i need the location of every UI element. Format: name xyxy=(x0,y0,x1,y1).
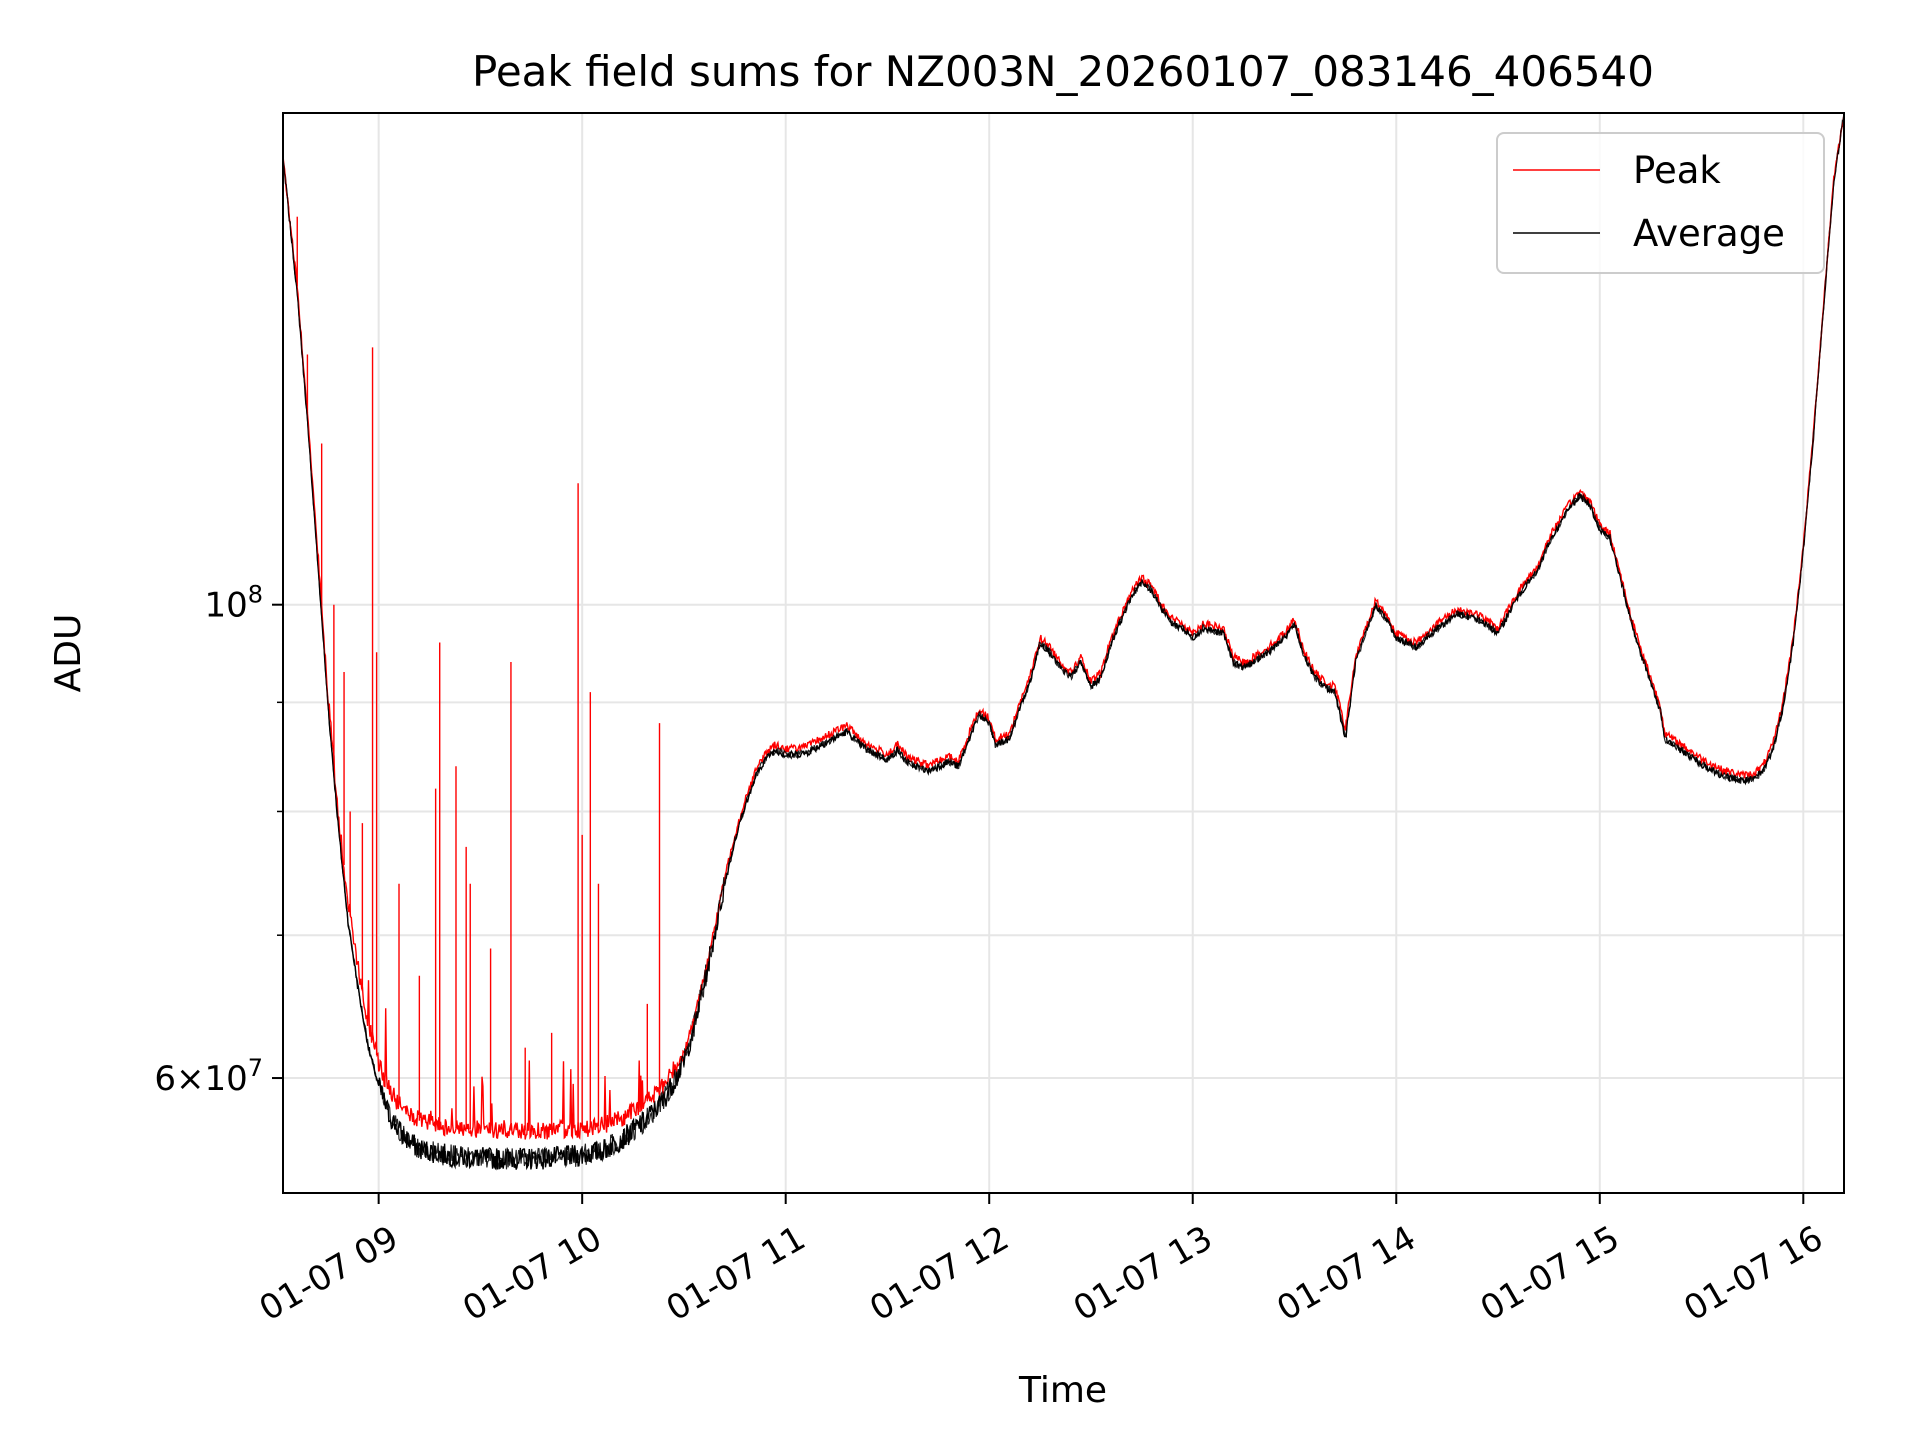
legend-peak-label: Peak xyxy=(1633,149,1721,192)
series-lines xyxy=(282,112,1845,1171)
y-tick-label: 6×107 xyxy=(154,1054,263,1099)
plot-frame xyxy=(282,112,1845,1194)
x-axis-label: Time xyxy=(1018,1370,1107,1411)
legend-box xyxy=(1496,132,1825,274)
grid-lines xyxy=(283,113,1844,1193)
series-average-overlay xyxy=(282,112,1845,1171)
y-tick-label: 108 xyxy=(204,581,263,626)
y-axis-label: ADU xyxy=(48,614,89,693)
y-axis-ticks: 108 6×107 xyxy=(154,581,283,1099)
legend: Peak Average xyxy=(1496,132,1825,274)
legend-average-label: Average xyxy=(1633,212,1785,255)
chart-title: Peak field sums for NZ003N_20260107_0831… xyxy=(472,47,1654,96)
